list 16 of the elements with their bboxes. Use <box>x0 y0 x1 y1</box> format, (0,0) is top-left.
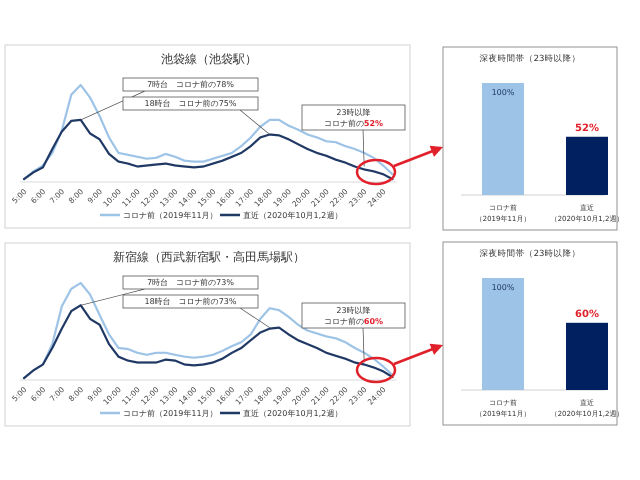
annotation: 7時台 コロナ前の78% <box>147 80 234 89</box>
data-label: 100% <box>492 88 515 97</box>
data-label: 52% <box>575 122 599 134</box>
annotation: 7時台 コロナ前の73% <box>147 278 234 287</box>
data-label: 60% <box>575 308 599 320</box>
annotation: コロナ前の60% <box>324 317 384 326</box>
annotation: 23時以降 <box>336 108 371 117</box>
chart-title: 新宿線（西武新宿駅・高田馬場駅） <box>113 250 305 264</box>
chart-title: 池袋線（池袋駅） <box>161 52 257 66</box>
annotation: 18時台 コロナ前の75% <box>144 99 237 108</box>
chart-title: 深夜時間帯（23時以降） <box>480 248 580 259</box>
data-label: 100% <box>492 283 515 292</box>
annotation: 23時以降 <box>336 306 371 315</box>
annotation: 18時台 コロナ前の73% <box>144 297 237 306</box>
annotation: コロナ前の52% <box>324 119 384 128</box>
chart-title: 深夜時間帯（23時以降） <box>480 53 580 64</box>
